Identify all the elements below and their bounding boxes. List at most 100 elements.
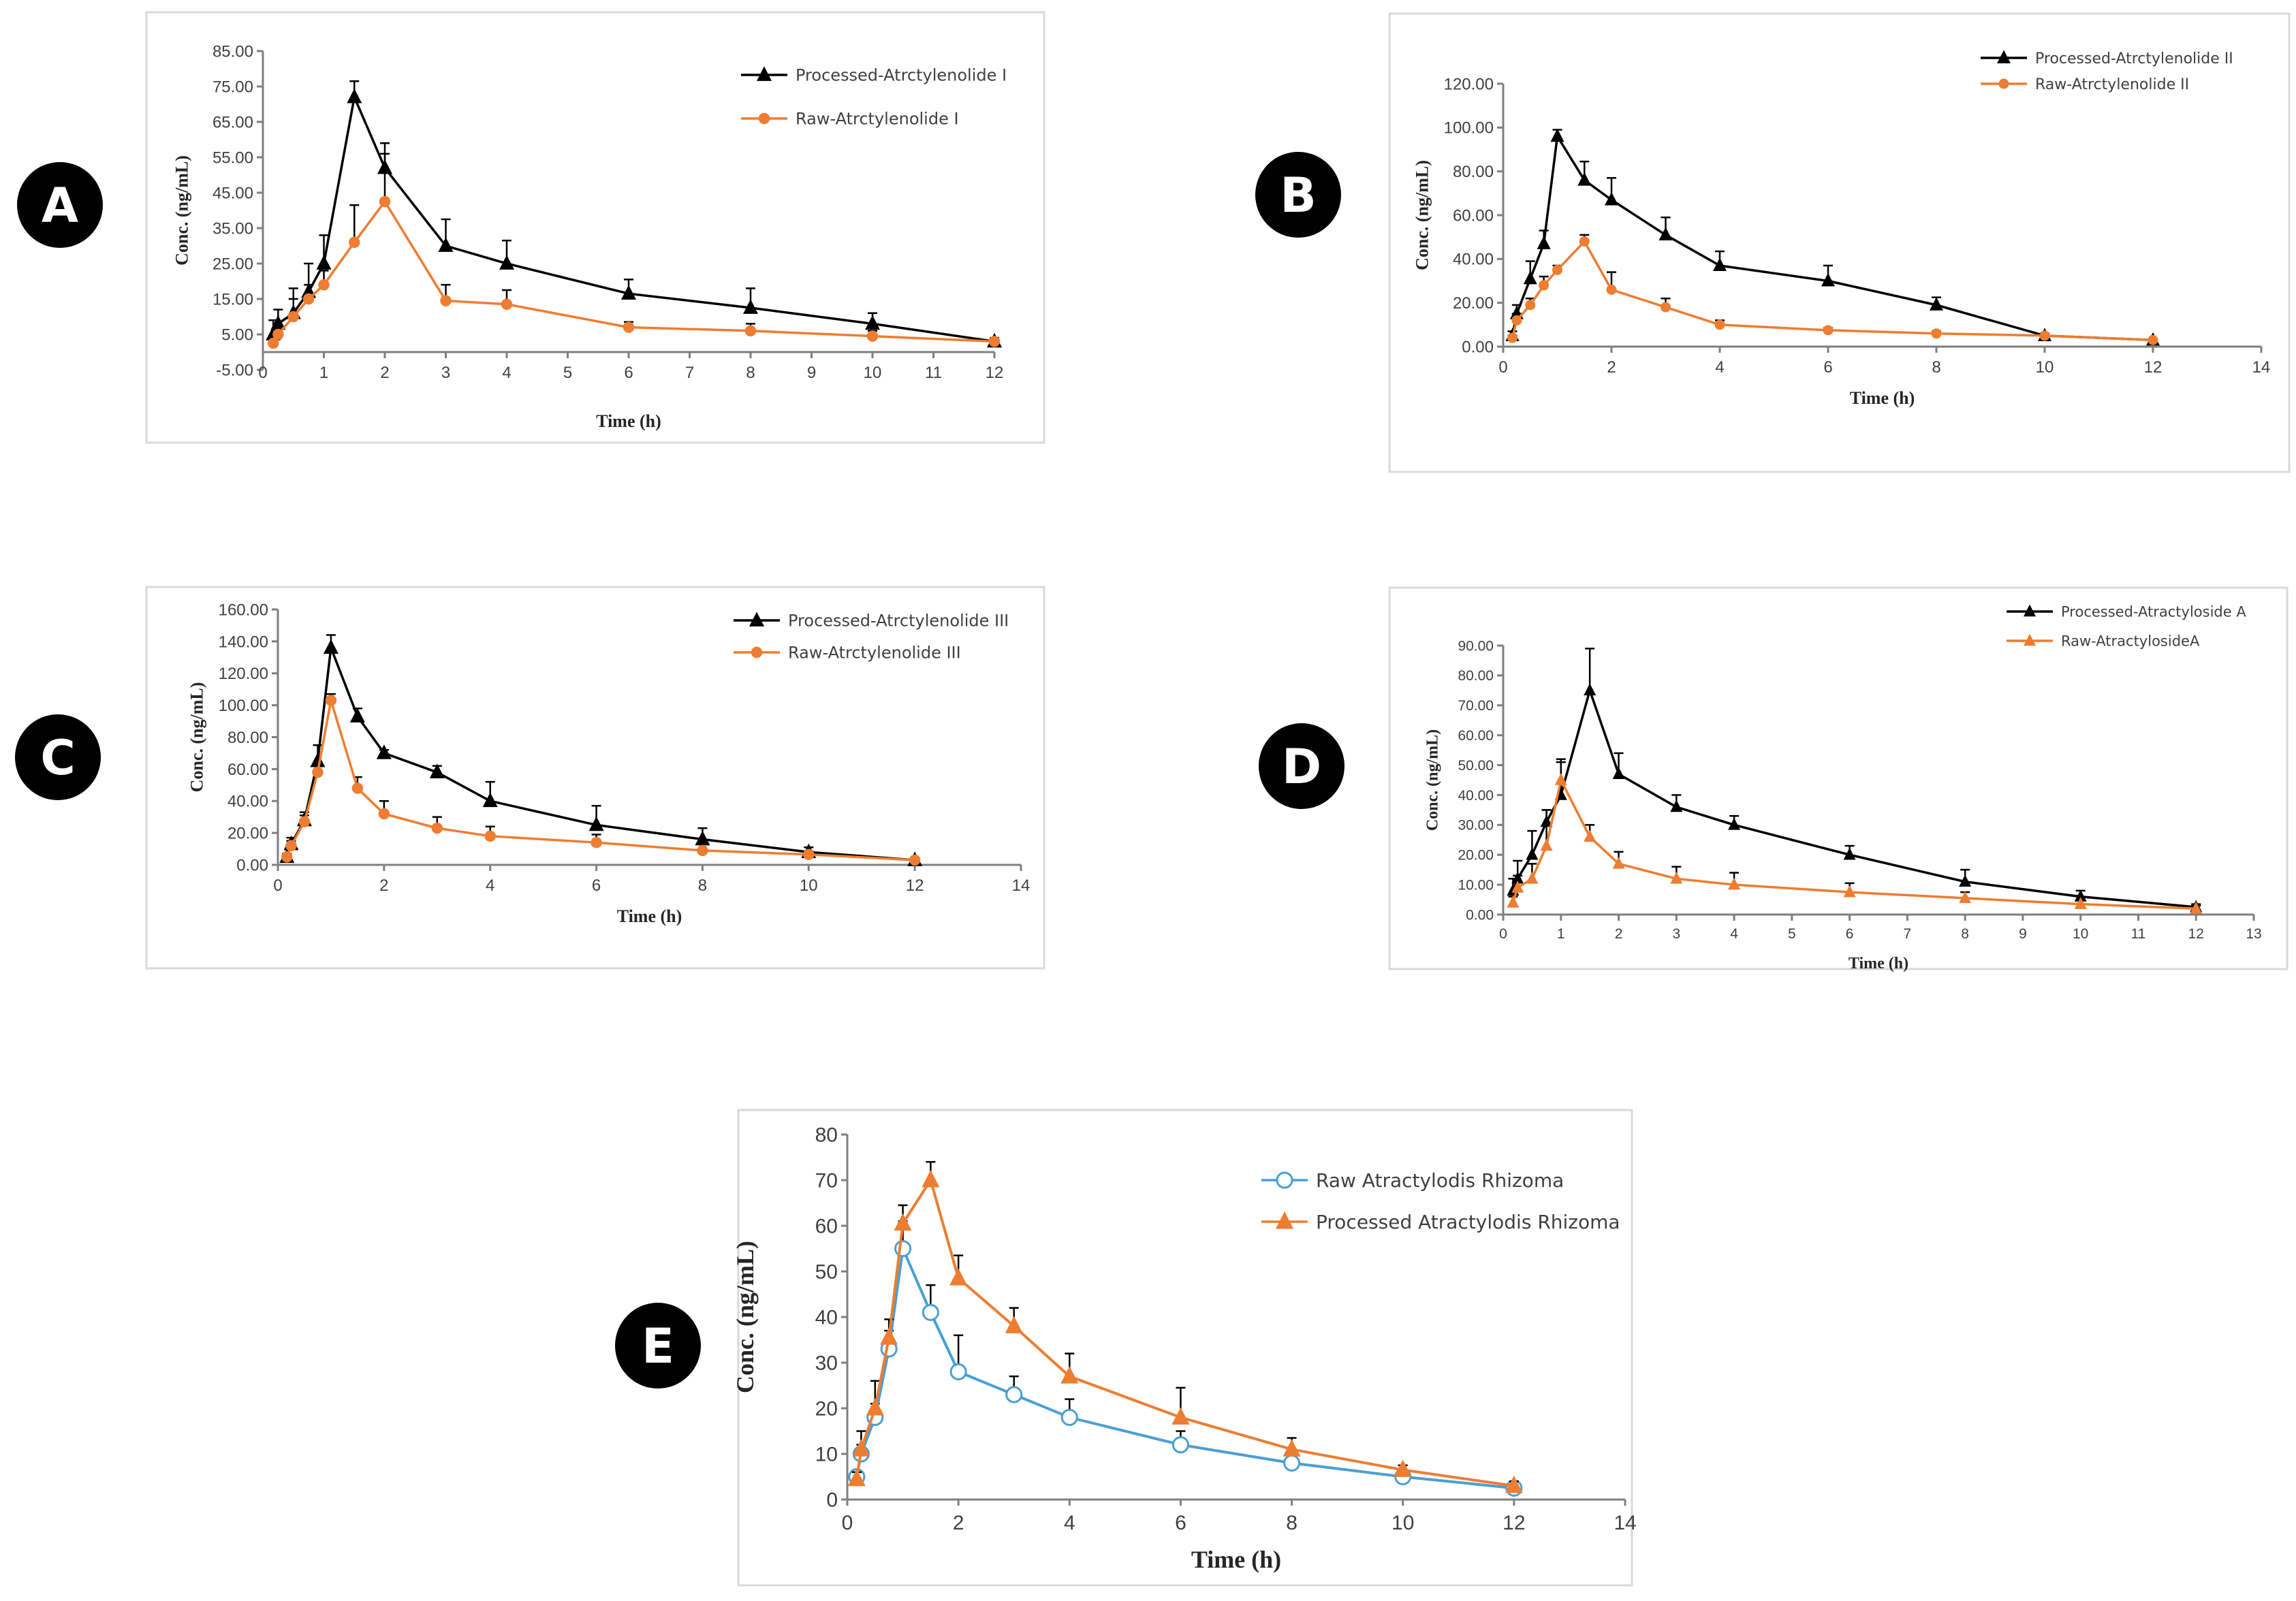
panel-label: A: [42, 178, 78, 234]
data-point: [1658, 227, 1673, 240]
panel-label: C: [40, 730, 75, 786]
legend-entry: Processed Atractylodis Rhizoma: [1261, 1211, 1620, 1233]
data-point: [621, 285, 636, 300]
data-point: [1584, 829, 1597, 842]
data-point: [866, 1398, 884, 1416]
y-tick-label: 40.00: [1453, 251, 1494, 269]
x-tick-label: 12: [2144, 358, 2163, 377]
legend-label: Raw-Atrctylenolide II: [2035, 76, 2189, 93]
data-point: [1526, 847, 1539, 860]
x-tick-label: 0: [258, 364, 267, 382]
data-point: [298, 816, 311, 827]
y-tick-label: 20.00: [1458, 848, 1494, 863]
data-point: [270, 315, 286, 330]
x-tick-label: 7: [685, 364, 694, 382]
y-tick-label: 25.00: [213, 255, 253, 273]
x-tick-label: 8: [1932, 358, 1940, 377]
x-tick-label: 14: [1614, 1512, 1636, 1534]
y-tick-label: -5.00: [216, 361, 253, 379]
panel-frame: [145, 586, 1045, 970]
data-point: [484, 830, 496, 842]
data-point: [2190, 901, 2203, 914]
x-tick-label: 12: [2188, 926, 2204, 942]
data-point: [1060, 1366, 1079, 1384]
x-tick-label: 9: [807, 364, 816, 382]
data-point: [1584, 683, 1597, 696]
data-point: [316, 255, 332, 270]
data-point: [1554, 773, 1567, 785]
x-tick-label: 4: [1715, 358, 1724, 377]
data-point: [623, 321, 635, 333]
panel-label: D: [1282, 739, 1321, 795]
legend-label: Raw Atractylodis Rhizoma: [1316, 1169, 1564, 1192]
data-point: [1537, 236, 1551, 249]
data-point: [267, 337, 279, 349]
x-tick-label: 2: [1607, 358, 1616, 377]
data-point: [325, 695, 337, 706]
data-point: [1670, 871, 1683, 884]
x-tick-label: 11: [2131, 926, 2146, 942]
legend-entry: Raw Atractylodis Rhizoma: [1261, 1169, 1564, 1192]
y-tick-label: 0.00: [1462, 338, 1494, 356]
x-tick-label: 4: [502, 364, 511, 382]
x-tick-label: 4: [1730, 926, 1738, 942]
y-tick-label: 80: [815, 1124, 838, 1147]
y-tick-label: 100.00: [1444, 119, 1494, 138]
legend-label: Processed-Atractyloside A: [2061, 604, 2246, 620]
data-point: [866, 330, 879, 342]
series-1: [281, 693, 921, 866]
x-tick-label: 3: [441, 364, 450, 382]
data-point: [1713, 257, 1727, 272]
legend-label: Raw-Atrctylenolide I: [796, 110, 959, 129]
x-tick-label: 10: [800, 876, 818, 895]
x-tick-label: 8: [746, 364, 755, 382]
x-tick-label: 0: [1499, 926, 1507, 942]
data-point: [1579, 236, 1590, 247]
data-point: [894, 1213, 912, 1231]
data-point: [1959, 891, 1972, 904]
data-point: [1550, 128, 1564, 142]
data-point: [1714, 319, 1725, 330]
legend-entry: Processed-Atrctylenolide II: [1981, 50, 2233, 67]
y-tick-label: 5.00: [221, 326, 253, 344]
y-axis-title: Conc. (ng/mL): [732, 1241, 759, 1393]
data-point: [323, 639, 339, 654]
legend-marker: [1998, 78, 2009, 89]
x-tick-label: 0: [842, 1512, 853, 1534]
panel-label-badge: [1259, 723, 1344, 809]
panel-label-badge: [15, 714, 101, 800]
legend-label: Raw-AtractylosideA: [2061, 633, 2200, 650]
y-axis-title: Conc. (ng/mL): [1413, 160, 1432, 270]
data-point: [1540, 838, 1553, 851]
y-tick-label: 70: [815, 1170, 838, 1192]
data-point: [1728, 817, 1741, 830]
legend-label: Processed-Atrctylenolide II: [2035, 50, 2233, 67]
y-tick-label: 140.00: [219, 633, 268, 651]
x-axis-title: Time (h): [596, 411, 661, 431]
y-tick-label: 160.00: [219, 601, 268, 619]
x-tick-label: 6: [1846, 926, 1854, 942]
data-point: [1577, 172, 1592, 186]
series-1: [1507, 761, 2203, 914]
x-tick-label: 6: [1175, 1512, 1186, 1534]
legend-label: Processed Atractylodis Rhizoma: [1316, 1211, 1620, 1233]
y-tick-label: 0: [826, 1489, 838, 1512]
x-tick-label: 6: [624, 364, 633, 382]
y-axis-title: Conc. (ng/mL): [187, 682, 207, 793]
data-point: [2039, 330, 2050, 341]
y-tick-label: 15.00: [213, 290, 253, 308]
data-point: [880, 1327, 898, 1345]
data-point: [743, 299, 758, 314]
data-point: [272, 328, 284, 340]
data-point: [378, 808, 390, 820]
data-point: [440, 295, 452, 306]
y-axis-title: Conc. (ng/mL): [1424, 729, 1441, 831]
data-point: [2074, 897, 2087, 909]
data-point: [909, 854, 921, 866]
data-point: [281, 851, 293, 863]
x-tick-label: 11: [925, 364, 942, 382]
y-tick-label: 0.00: [1466, 907, 1494, 923]
data-point: [1511, 881, 1524, 893]
x-tick-label: 12: [1503, 1512, 1525, 1534]
